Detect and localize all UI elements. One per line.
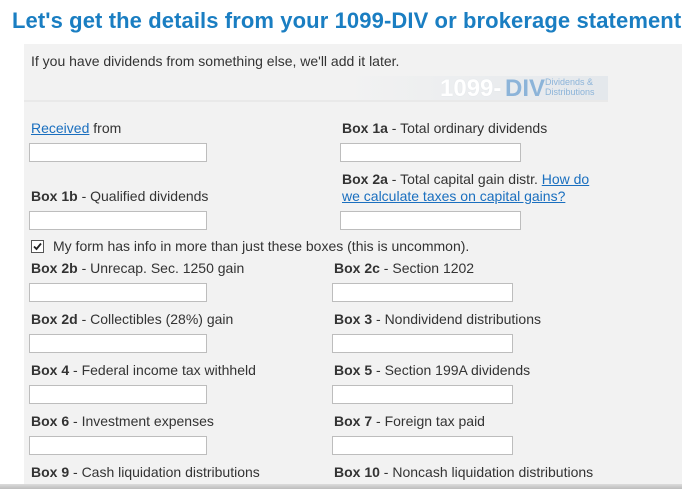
box-1b-label: Box 1b - Qualified dividends <box>31 188 208 205</box>
box-number: Box 5 <box>334 362 373 378</box>
box-description: - Section 199A dividends <box>372 362 531 378</box>
box-number: Box 2a <box>342 171 388 187</box>
box-number: Box 3 <box>334 311 373 327</box>
box-1b-input[interactable] <box>29 211 207 230</box>
box-5-input[interactable] <box>332 385 513 404</box>
capital-gains-help-link-cont[interactable]: we calculate taxes on capital gains? <box>342 188 566 204</box>
box-5-label: Box 5 - Section 199A dividends <box>334 362 530 379</box>
scroll-edge-shadow <box>0 484 682 489</box>
box-description: - Nondividend distributions <box>372 311 541 327</box>
box-description: - Total ordinary dividends <box>387 120 548 136</box>
more-boxes-label: My form has info in more than just these… <box>53 238 470 254</box>
box-number: Box 1a <box>342 120 388 136</box>
box-number: Box 9 <box>31 464 70 480</box>
more-boxes-checkbox[interactable] <box>31 239 44 253</box>
divider <box>24 100 608 102</box>
box-1a-label: Box 1a - Total ordinary dividends <box>342 120 547 137</box>
form-number-badge: 1099- <box>440 75 502 102</box>
box-2b-label: Box 2b - Unrecap. Sec. 1250 gain <box>31 260 244 277</box>
box-description: - Unrecap. Sec. 1250 gain <box>77 260 245 276</box>
page-title: Let's get the details from your 1099-DIV… <box>12 8 682 33</box>
box-10-label: Box 10 - Noncash liquidation distributio… <box>334 464 593 481</box>
box-7-label: Box 7 - Foreign tax paid <box>334 413 485 430</box>
form-description: Dividends & Distributions <box>545 77 595 97</box>
box-number: Box 1b <box>31 188 78 204</box>
box-2a-input[interactable] <box>340 211 521 230</box>
received-from-input[interactable] <box>29 143 207 162</box>
form-panel <box>24 44 682 489</box>
box-description: - Federal income tax withheld <box>69 362 256 378</box>
box-1a-input[interactable] <box>340 143 521 162</box>
form-description-line: Distributions <box>545 87 595 97</box>
box-7-input[interactable] <box>332 436 513 455</box>
box-3-input[interactable] <box>332 334 513 353</box>
box-number: Box 7 <box>334 413 373 429</box>
box-description: - Collectibles (28%) gain <box>77 311 234 327</box>
more-boxes-row[interactable]: My form has info in more than just these… <box>31 238 469 254</box>
box-9-label: Box 9 - Cash liquidation distributions <box>31 464 260 481</box>
box-description: - Investment expenses <box>69 413 214 429</box>
box-number: Box 2b <box>31 260 78 276</box>
box-2d-label: Box 2d - Collectibles (28%) gain <box>31 311 233 328</box>
box-6-label: Box 6 - Investment expenses <box>31 413 214 430</box>
form-code-badge: DIV <box>505 75 546 102</box>
box-4-label: Box 4 - Federal income tax withheld <box>31 362 256 379</box>
box-2c-input[interactable] <box>332 283 513 302</box>
received-from-label: Received from <box>31 120 121 137</box>
box-description: - Section 1202 <box>379 260 475 276</box>
box-2a-label: Box 2a - Total capital gain distr. How d… <box>342 171 642 205</box>
box-number: Box 4 <box>31 362 70 378</box>
box-6-input[interactable] <box>29 436 207 455</box>
box-2c-label: Box 2c - Section 1202 <box>334 260 474 277</box>
form-description-line: Dividends & <box>545 77 594 87</box>
box-description: - Foreign tax paid <box>372 413 485 429</box>
capital-gains-help-link[interactable]: How do <box>541 171 590 187</box>
box-number: Box 2d <box>31 311 78 327</box>
checkmark-icon <box>33 242 42 250</box>
received-text: from <box>89 120 122 136</box>
box-3-label: Box 3 - Nondividend distributions <box>334 311 541 328</box>
box-2b-input[interactable] <box>29 283 207 302</box>
box-description: - Cash liquidation distributions <box>69 464 260 480</box>
box-description: - Total capital gain distr. <box>387 171 542 187</box>
box-number: Box 2c <box>334 260 380 276</box>
box-description: - Qualified dividends <box>77 188 209 204</box>
box-description: - Noncash liquidation distributions <box>379 464 594 480</box>
form-banner <box>24 76 608 100</box>
received-link[interactable]: Received <box>31 120 90 136</box>
box-number: Box 6 <box>31 413 70 429</box>
box-2d-input[interactable] <box>29 334 207 353</box>
subtitle: If you have dividends from something els… <box>31 53 400 69</box>
box-number: Box 10 <box>334 464 380 480</box>
box-4-input[interactable] <box>29 385 207 404</box>
